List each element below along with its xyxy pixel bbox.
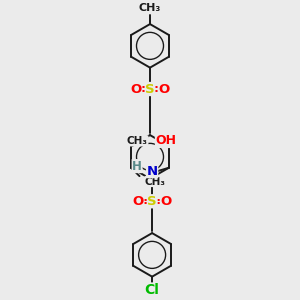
Text: CH₃: CH₃ — [145, 177, 166, 187]
Text: O: O — [130, 82, 142, 95]
Text: Cl: Cl — [145, 283, 160, 297]
Text: OH: OH — [155, 134, 176, 148]
Text: O: O — [160, 195, 172, 208]
Text: CH₃: CH₃ — [127, 136, 148, 146]
Text: CH₃: CH₃ — [139, 3, 161, 13]
Text: N: N — [146, 165, 158, 178]
Text: S: S — [145, 82, 155, 95]
Text: O: O — [133, 195, 144, 208]
Text: O: O — [158, 82, 169, 95]
Text: S: S — [147, 195, 157, 208]
Text: H: H — [132, 160, 142, 172]
